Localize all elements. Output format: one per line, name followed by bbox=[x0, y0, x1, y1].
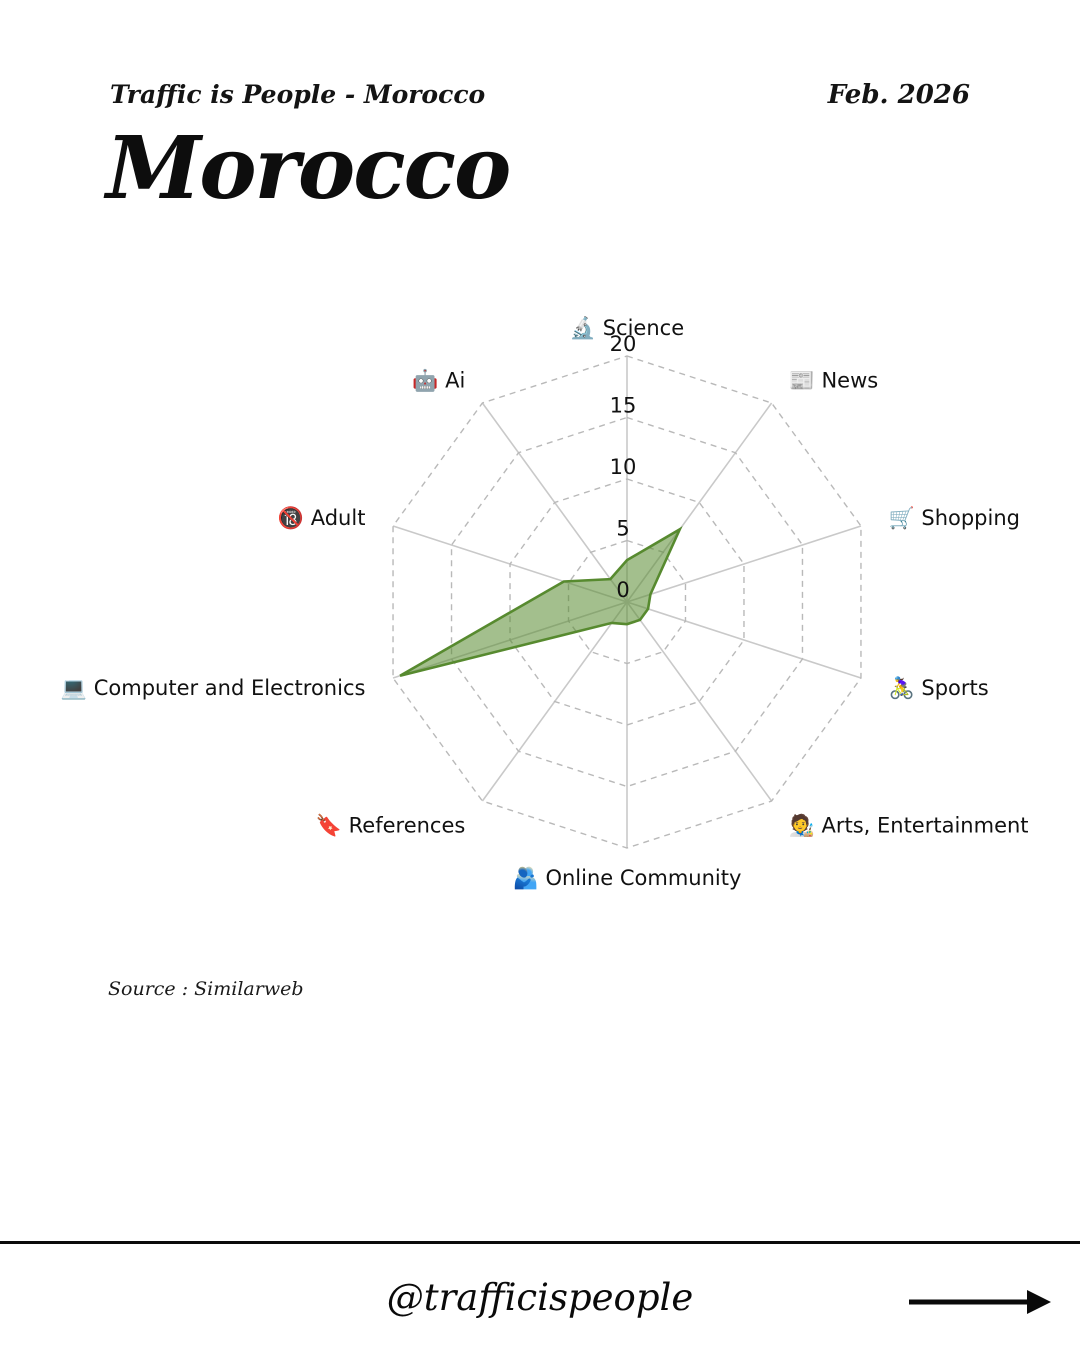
no-under-18-icon: 🔞 bbox=[278, 505, 311, 530]
page-title: Morocco bbox=[106, 118, 511, 219]
axis-label-sports: 🚴‍♀️ Sports bbox=[889, 675, 989, 700]
tick-label-15: 15 bbox=[610, 394, 637, 418]
artist-icon: 🧑‍🎨 bbox=[789, 812, 822, 837]
header-brand: Traffic is People - Morocco bbox=[110, 80, 486, 109]
bookmark-icon: 🔖 bbox=[316, 812, 349, 837]
radar-tick-labels: 0 5 10 15 20 bbox=[610, 332, 637, 602]
tick-label-20: 20 bbox=[610, 332, 637, 356]
right-arrow-icon bbox=[909, 1290, 1051, 1314]
axis-label-news: 📰 News bbox=[789, 369, 879, 393]
newspaper-icon: 📰 bbox=[789, 369, 822, 393]
people-hugging-icon: 🫂 bbox=[513, 865, 546, 890]
radar-chart-container: 0 5 10 15 20 🔬 Science 📰 News 🛒 Shopping 🚴‍♀️ Sp… bbox=[0, 270, 1080, 920]
robot-icon: 🤖 bbox=[412, 368, 445, 393]
footer-divider bbox=[0, 1241, 1080, 1244]
axis-label-references: 🔖 References bbox=[316, 812, 466, 837]
laptop-icon: 💻 bbox=[61, 676, 94, 700]
axis-label-adult: 🔞 Adult bbox=[278, 505, 366, 530]
footer-handle: @trafficispeople bbox=[386, 1276, 694, 1319]
source-note: Source : Similarweb bbox=[108, 978, 304, 1000]
tick-label-5: 5 bbox=[616, 517, 629, 541]
axis-label-ai: 🤖 Ai bbox=[412, 368, 465, 393]
axis-label-online-community: 🫂 Online Community bbox=[513, 865, 742, 890]
tick-label-10: 10 bbox=[610, 455, 637, 479]
shopping-cart-icon: 🛒 bbox=[889, 505, 922, 530]
radar-chart: 0 5 10 15 20🔬 Science 📰 News 🛒 Shopping 🚴‍♀️ Sp… bbox=[61, 315, 1029, 890]
radar-axis-labels: 🔬 Science 📰 News 🛒 Shopping 🚴‍♀️ Sports 🧑‍🎨 … bbox=[61, 315, 1029, 890]
tick-label-0: 0 bbox=[616, 578, 629, 602]
microscope-icon: 🔬 bbox=[570, 315, 603, 340]
axis-label-arts-entertainment: 🧑‍🎨 Arts, Entertainment bbox=[789, 812, 1029, 837]
woman-biking-icon: 🚴‍♀️ bbox=[889, 675, 922, 700]
radar-data-polygon bbox=[399, 526, 683, 677]
axis-label-computer-and-electronics: 💻 Computer and Electronics bbox=[61, 676, 366, 700]
header-date: Feb. 2026 bbox=[827, 80, 970, 110]
axis-label-shopping: 🛒 Shopping bbox=[889, 505, 1020, 530]
radar-rings bbox=[392, 355, 862, 849]
axis-label-science: 🔬 Science bbox=[570, 315, 684, 340]
